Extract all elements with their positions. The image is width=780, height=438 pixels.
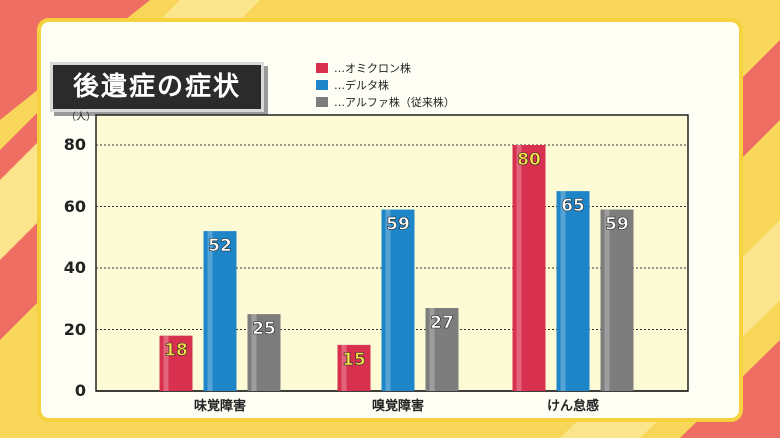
data-label: 80 <box>517 150 541 170</box>
bar-highlight <box>207 231 213 391</box>
legend-item-delta: …デルタ株 <box>316 77 455 93</box>
y-tick-label: 60 <box>63 196 86 216</box>
bar-highlight <box>429 307 435 391</box>
data-label: 18 <box>164 341 188 361</box>
data-label: 59 <box>386 215 410 235</box>
bar <box>381 209 415 391</box>
data-label: 59 <box>605 215 629 235</box>
bar <box>512 145 546 391</box>
legend-swatch-alpha <box>316 97 328 107</box>
bar <box>247 314 281 391</box>
bar <box>425 307 459 391</box>
y-tick-label: 0 <box>74 381 86 400</box>
chart-title: 後遺症の症状 <box>50 62 264 112</box>
y-tick-label: 80 <box>63 135 86 154</box>
legend-label-alpha: …アルファ株（従来株） <box>334 96 455 109</box>
bar-highlight <box>251 314 257 391</box>
legend-label-omicron: …オミクロン株 <box>334 62 411 75</box>
data-label: 65 <box>561 196 585 216</box>
bar <box>337 344 371 391</box>
bar <box>556 191 590 391</box>
x-tick-label: 嗅覚障害 <box>371 399 424 414</box>
legend-item-alpha: …アルファ株（従来株） <box>316 94 455 110</box>
data-label: 25 <box>252 319 276 339</box>
legend-label-delta: …デルタ株 <box>334 79 389 92</box>
bar-highlight <box>341 344 347 391</box>
bar-highlight <box>560 191 566 391</box>
x-tick-label: けん怠感 <box>546 399 599 414</box>
legend: …オミクロン株 …デルタ株 …アルファ株（従来株） <box>316 60 455 111</box>
data-label: 52 <box>208 236 232 256</box>
bar-highlight <box>385 209 391 391</box>
y-axis-unit: （人） <box>66 112 96 123</box>
bar <box>203 231 237 391</box>
y-tick-label: 40 <box>63 258 86 277</box>
data-label: 27 <box>430 313 454 333</box>
bar <box>159 335 193 391</box>
y-tick-label: 20 <box>63 319 86 339</box>
bar-highlight <box>516 145 522 391</box>
legend-item-omicron: …オミクロン株 <box>316 60 455 76</box>
bar <box>600 209 634 391</box>
legend-swatch-omicron <box>316 63 328 73</box>
bar-highlight <box>604 209 610 391</box>
data-label: 15 <box>342 350 366 370</box>
bar-highlight <box>163 335 169 391</box>
x-tick-label: 味覚障害 <box>193 399 246 414</box>
legend-swatch-delta <box>316 80 328 90</box>
